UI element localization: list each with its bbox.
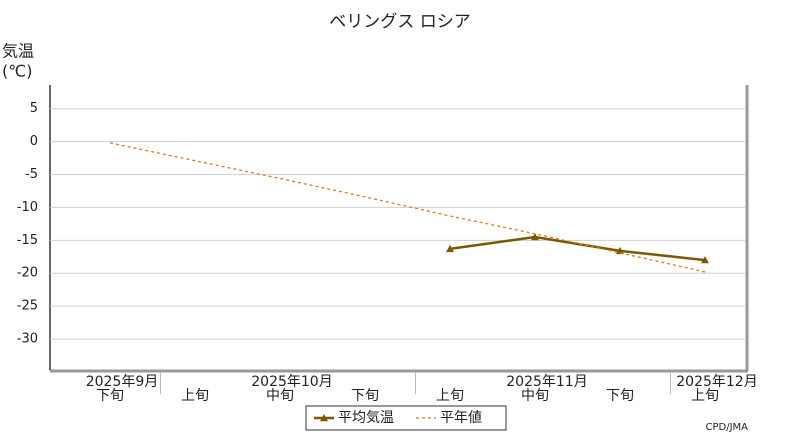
y-tick-label: -15: [17, 233, 38, 248]
x-tick-label: 下旬: [96, 388, 124, 404]
y-tick-label: -25: [17, 299, 38, 314]
data-point: [701, 256, 709, 264]
y-tick-label: 0: [30, 134, 38, 149]
y-tick-label: -10: [17, 200, 38, 215]
legend-box: [305, 405, 507, 431]
y-tick-label: -20: [17, 266, 38, 281]
y-tick-label: -30: [17, 332, 38, 347]
data-point: [446, 244, 454, 253]
chart-title: ベリングス ロシア: [329, 12, 470, 32]
x-tick-label: 上旬: [691, 388, 719, 404]
y-tick-label: -5: [25, 167, 38, 182]
y-axis-unit: (℃): [2, 62, 32, 81]
month-label: 2025年11月: [506, 374, 587, 390]
series-line: [449, 235, 706, 262]
month-label: 2025年12月: [676, 374, 757, 390]
x-tick-label: 下旬: [351, 388, 379, 404]
x-tick-label: 上旬: [181, 388, 209, 404]
data-point: [616, 246, 624, 255]
month-label: 2025年9月: [86, 374, 159, 390]
x-tick-label: 上旬: [436, 388, 464, 404]
legend-marker: [320, 414, 328, 422]
x-tick-label: 下旬: [606, 388, 634, 404]
footer: CPD/JMA: [706, 422, 749, 433]
legend-label: 平均気温: [338, 410, 394, 426]
x-tick-label: 中旬: [521, 388, 549, 404]
y-tick-label: 5: [30, 101, 38, 116]
month-label: 2025年10月: [251, 374, 332, 390]
y-axis-label: 気温: [2, 42, 34, 61]
legend-label: 平年値: [440, 410, 482, 426]
data-point: [531, 233, 539, 241]
x-tick-label: 中旬: [266, 388, 294, 404]
